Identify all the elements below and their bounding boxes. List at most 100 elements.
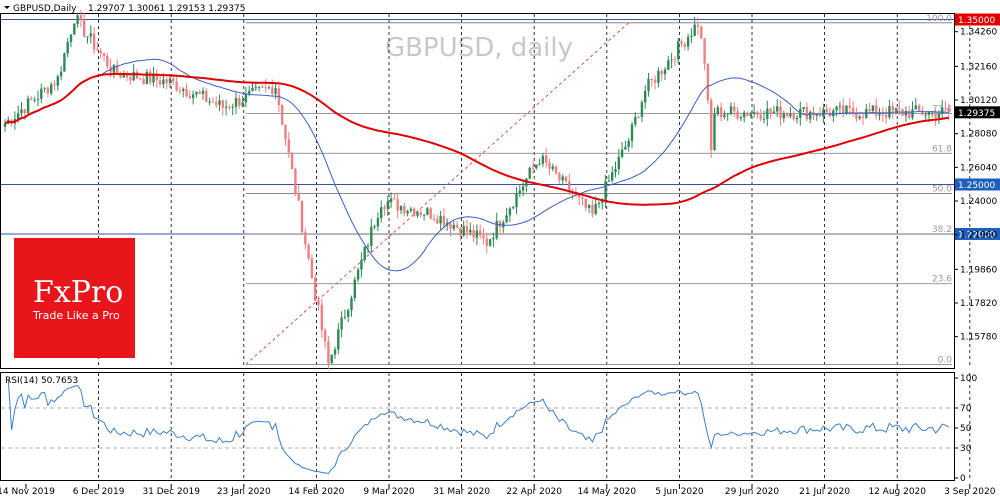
candle-bull — [528, 167, 531, 179]
candle-bull — [347, 310, 350, 317]
candle-bull — [597, 202, 601, 205]
candle-bear — [185, 89, 188, 97]
date-axis: 14 Nov 2019 6 Dec 2019 31 Dec 2019 23 Jan 2… — [0, 484, 996, 497]
candle-bull — [617, 156, 620, 170]
candle-bull — [333, 349, 337, 355]
candle-bear — [198, 91, 201, 94]
candle-bull — [822, 108, 825, 117]
candle-bull — [611, 172, 614, 181]
candle-bull — [475, 230, 479, 238]
candle-bull — [888, 106, 891, 118]
candle-bear — [746, 112, 749, 117]
candle-bear — [92, 33, 96, 50]
candle-bear — [46, 87, 50, 94]
candle-bear — [700, 26, 703, 39]
candle-bull — [274, 88, 277, 94]
symbol-label: GBPUSD,Daily — [13, 4, 77, 14]
candle-bear — [548, 162, 551, 169]
candle-bull — [795, 117, 799, 120]
candle-bear — [102, 53, 106, 56]
candle-bear — [884, 114, 888, 118]
date-label: 14 Nov 2019 — [0, 487, 55, 497]
candle-bear — [158, 80, 162, 85]
candle-bull — [56, 76, 59, 86]
candle-bear — [947, 108, 950, 113]
candle-bear — [149, 71, 152, 83]
candle-bull — [330, 354, 333, 364]
candle-bear — [710, 100, 713, 151]
candle-bear — [568, 181, 571, 192]
candle-bear — [261, 86, 264, 88]
candle-bear — [558, 173, 561, 181]
candle-bear — [116, 65, 119, 74]
candle-bear — [172, 78, 175, 82]
candle-bear — [215, 102, 218, 105]
date-label: 5 Jun 2020 — [655, 487, 704, 497]
candle-bull — [69, 34, 73, 43]
candle-bull — [66, 42, 69, 54]
candle-bear — [290, 152, 294, 170]
fib-level-label: 38.2 — [932, 225, 952, 235]
candle-bull — [452, 225, 455, 229]
candle-bull — [772, 111, 776, 113]
dropdown-arrow-icon[interactable] — [4, 6, 10, 9]
candle-bear — [673, 59, 677, 61]
candle-bear — [432, 218, 436, 220]
price-axis-label: 1.32160 — [960, 62, 997, 72]
price-axis: 1.34260 1.32160 1.30120 1.28080 1.26040 1.240… — [954, 28, 1000, 343]
candle-bear — [211, 101, 215, 103]
candle-bull — [941, 107, 944, 114]
candle-bull — [924, 114, 927, 116]
candle-bull — [488, 239, 492, 246]
candle-bear — [413, 208, 416, 216]
candle-bull — [723, 114, 726, 118]
candle-bear — [188, 96, 191, 99]
candle-bear — [805, 107, 809, 120]
date-label: 31 Dec 2019 — [142, 487, 200, 497]
candle-bull — [195, 91, 198, 95]
candle-bull — [604, 181, 607, 202]
price-axis-label: 1.34260 — [960, 28, 997, 38]
candle-bull — [647, 78, 650, 91]
candle-bear — [205, 90, 208, 102]
candle-bull — [838, 105, 842, 107]
candle-bull — [551, 166, 554, 169]
candle-bull — [657, 70, 660, 83]
candle-bull — [50, 84, 53, 94]
current-price-label: 1.29375 — [958, 109, 995, 119]
candle-bear — [683, 43, 686, 47]
candle-bull — [389, 198, 393, 203]
candle-bull — [739, 117, 743, 119]
level-tag — [955, 178, 1000, 191]
fib-level-label: 61.8 — [932, 144, 952, 154]
candle-bull — [495, 220, 498, 239]
candle-bear — [531, 167, 535, 169]
candle-bear — [23, 109, 26, 114]
rsi-indicator: 100 70 50 30 0 — [1, 374, 977, 484]
candle-bear — [300, 200, 304, 233]
candle-bull — [627, 140, 630, 147]
candle-bear — [449, 222, 452, 229]
candle-bear — [472, 229, 475, 238]
candle-bear — [396, 199, 399, 211]
candle-bear — [294, 169, 297, 194]
candle-bear — [584, 198, 587, 208]
candle-bull — [505, 215, 508, 223]
candle-bull — [376, 218, 380, 227]
candle-bear — [868, 108, 871, 112]
logo-brand: FxPro — [33, 275, 123, 310]
rsi-axis-label: 0 — [960, 474, 966, 484]
fib-trend-line — [245, 22, 630, 365]
candle-bull — [122, 73, 125, 78]
date-label: 31 Mar 2020 — [433, 487, 490, 497]
candle-bull — [871, 105, 875, 112]
candle-bear — [881, 114, 884, 116]
price-axis-label: 1.17820 — [960, 299, 997, 309]
candle-bear — [125, 73, 129, 78]
candle-bear — [106, 55, 109, 67]
candle-bull — [20, 109, 23, 114]
candle-bull — [112, 65, 116, 73]
candle-bull — [614, 169, 617, 173]
candle-bull — [152, 73, 155, 83]
date-label: 6 Dec 2019 — [73, 487, 125, 497]
